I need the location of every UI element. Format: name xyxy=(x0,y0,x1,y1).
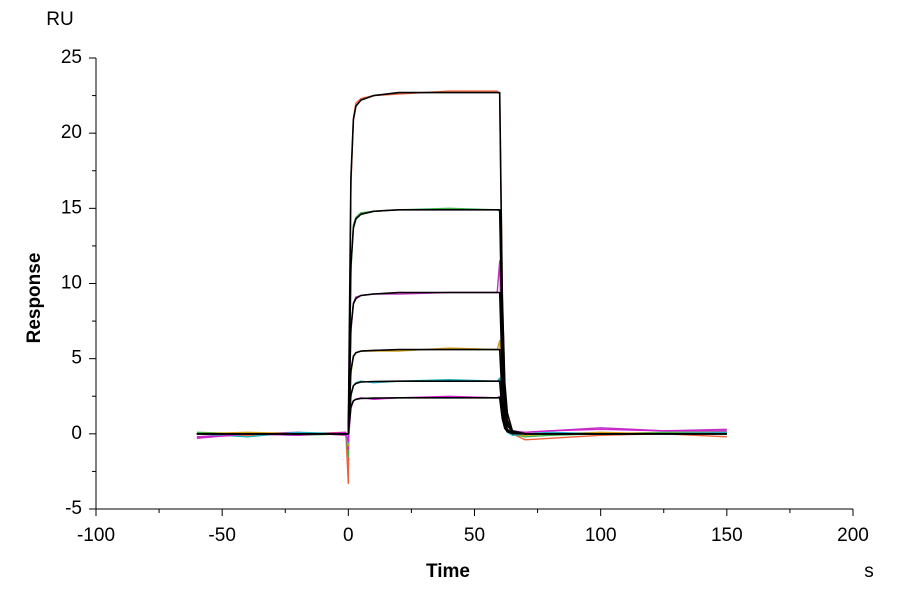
fit-line xyxy=(196,91,727,435)
x-unit: s xyxy=(864,561,874,582)
data-line xyxy=(196,207,727,458)
fit-line xyxy=(196,209,727,435)
x-tick-label: 100 xyxy=(585,525,617,546)
x-tick-label: -100 xyxy=(77,525,115,546)
x-tick-label: -50 xyxy=(208,525,235,546)
y-tick-label: -5 xyxy=(65,498,82,519)
data-line xyxy=(196,90,727,485)
x-tick-label: 0 xyxy=(343,525,354,546)
x-tick-label: 150 xyxy=(711,525,743,546)
fit-line xyxy=(196,348,727,435)
x-tick-label: 200 xyxy=(837,525,869,546)
data-line xyxy=(196,260,727,450)
y-tick-label: 15 xyxy=(61,197,82,218)
y-axis-label: Response xyxy=(24,253,45,344)
fit-line xyxy=(196,380,727,435)
fit-line xyxy=(196,291,727,435)
y-tick-label: 10 xyxy=(61,273,82,294)
data-line xyxy=(196,395,727,443)
y-tick-label: 0 xyxy=(71,423,82,444)
x-axis-label: Time xyxy=(426,561,470,582)
y-unit: RU xyxy=(46,9,73,30)
y-tick-label: 5 xyxy=(71,348,82,369)
fit-line xyxy=(196,397,727,435)
y-tick-label: 20 xyxy=(61,122,82,143)
x-tick-label: 50 xyxy=(464,525,485,546)
y-tick-label: 25 xyxy=(61,47,82,68)
